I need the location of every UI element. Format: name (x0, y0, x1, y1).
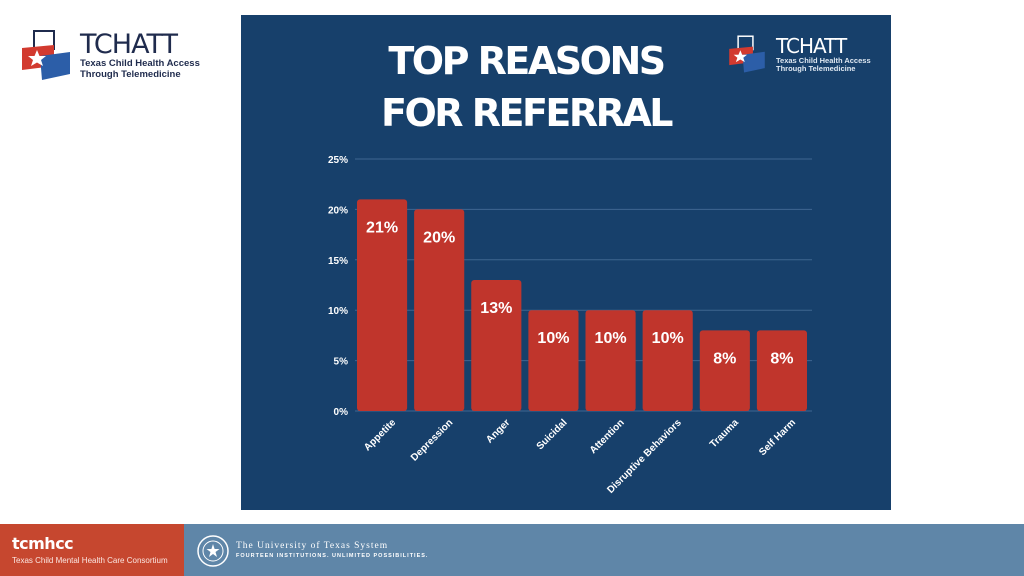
data-label: 20% (423, 229, 455, 246)
tchatt-logo: TCHATT Texas Child Health Access Through… (20, 28, 200, 82)
data-label: 21% (366, 219, 398, 236)
ut-seal-icon (197, 535, 229, 567)
y-tick-label: 15% (328, 256, 348, 267)
data-label: 8% (713, 350, 736, 367)
y-tick-label: 5% (334, 357, 349, 368)
x-tick-label: Anger (484, 417, 512, 445)
panel-logo-subtitle-1: Texas Child Health Access (776, 55, 871, 65)
bar-chart: 0% 5% 10% 15% 20% 25% 21% Appetite 20% Depression… (328, 155, 812, 496)
tcmhcc-subtitle: Texas Child Mental Health Care Consortiu… (12, 556, 168, 565)
y-tick-label: 0% (334, 407, 349, 418)
bar (528, 310, 579, 411)
data-label: 10% (652, 330, 684, 347)
logo-subtitle-1: Texas Child Health Access (80, 58, 200, 70)
bar (585, 310, 636, 411)
x-tick-label: Self Harm (757, 417, 798, 458)
texas-star-icon (729, 35, 765, 73)
data-label: 8% (770, 350, 793, 367)
x-tick-label: Suicidal (535, 417, 570, 452)
data-label: 10% (537, 330, 569, 347)
y-tick-label: 20% (328, 205, 348, 216)
logo-name: TCHATT (80, 28, 178, 60)
bar (642, 310, 693, 411)
x-tick-label: Trauma (708, 417, 741, 450)
chart-title-line-2: FOR REFERRAL (380, 91, 674, 135)
chart-title: TOP REASONS FOR REFERRAL (341, 35, 711, 139)
bar (414, 209, 465, 411)
y-tick-label: 25% (328, 155, 348, 166)
tcmhcc-brand: tcmhcc (12, 534, 74, 553)
ut-system-motto: FOURTEEN INSTITUTIONS. UNLIMITED POSSIBI… (236, 553, 429, 559)
x-tick-label: Depression (409, 417, 455, 463)
y-tick-label: 10% (328, 306, 348, 317)
tcmhcc-logo: tcmhcc Texas Child Mental Health Care Co… (0, 524, 184, 576)
bar (357, 199, 408, 411)
x-tick-label: Attention (588, 417, 627, 456)
footer-bar: tcmhcc Texas Child Mental Health Care Co… (0, 524, 1024, 576)
texas-star-icon (22, 30, 70, 80)
bar (756, 330, 807, 411)
ut-system-logo: The University of Texas System FOURTEEN … (236, 541, 428, 559)
panel-logo-subtitle-2: Through Telemedicine (776, 64, 856, 73)
chart-title-line-1: TOP REASONS (388, 39, 666, 83)
bar (471, 279, 522, 411)
chart-panel: 0% 5% 10% 15% 20% 25% 21% Appetite 20% Depression… (241, 15, 891, 510)
data-label: 13% (480, 300, 512, 317)
x-tick-label: Appetite (362, 417, 398, 453)
panel-logo-name: TCHATT (776, 33, 847, 58)
tchatt-logo-panel: TCHATT Texas Child Health Access Through… (726, 34, 871, 74)
logo-subtitle-2: Through Telemedicine (80, 68, 181, 80)
data-label: 10% (595, 330, 627, 347)
bar (699, 330, 750, 411)
ut-system-name: The University of Texas System (236, 541, 389, 551)
